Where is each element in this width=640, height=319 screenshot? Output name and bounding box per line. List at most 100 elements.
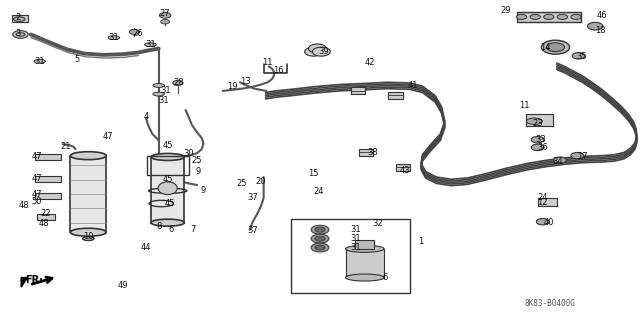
Text: 48: 48 [19, 201, 29, 210]
Text: 41: 41 [408, 81, 418, 90]
Circle shape [173, 80, 183, 85]
Bar [526, 114, 553, 126]
Text: 36: 36 [538, 143, 548, 152]
Text: 21: 21 [60, 142, 70, 151]
Ellipse shape [151, 219, 184, 226]
Circle shape [305, 47, 323, 56]
Ellipse shape [153, 92, 164, 96]
Text: 5: 5 [74, 55, 79, 63]
Bar [351, 87, 365, 94]
Text: 11: 11 [520, 101, 530, 110]
Text: 39: 39 [318, 47, 328, 56]
Circle shape [308, 44, 326, 53]
Bar [70, 156, 106, 232]
Bar [12, 15, 28, 22]
Text: 35: 35 [576, 52, 586, 61]
Text: 28: 28 [174, 78, 184, 87]
Text: 42: 42 [365, 58, 375, 67]
Circle shape [571, 152, 584, 159]
Text: 33: 33 [536, 135, 546, 144]
Text: 48: 48 [38, 219, 49, 228]
Text: 31: 31 [160, 86, 170, 95]
Text: 19: 19 [227, 82, 237, 91]
Circle shape [536, 219, 549, 225]
Text: 31: 31 [109, 33, 119, 42]
Text: 3: 3 [15, 29, 20, 38]
Polygon shape [21, 278, 28, 287]
Circle shape [588, 22, 603, 30]
Text: 12: 12 [538, 198, 548, 207]
Text: 8: 8 [156, 222, 161, 231]
Bar [291, 219, 410, 293]
Text: 45: 45 [163, 175, 173, 184]
Text: 30: 30 [184, 149, 194, 158]
Text: 6: 6 [383, 273, 388, 282]
Circle shape [311, 234, 329, 243]
Text: 17: 17 [577, 152, 588, 161]
Text: 40: 40 [544, 218, 554, 227]
Text: 9: 9 [196, 167, 201, 176]
Text: 1: 1 [419, 237, 424, 246]
Bar [35, 176, 61, 182]
Circle shape [129, 29, 140, 34]
Ellipse shape [346, 274, 384, 281]
Text: 18: 18 [595, 26, 605, 35]
Text: 15: 15 [308, 169, 319, 178]
Text: 31: 31 [145, 40, 156, 49]
Text: 24: 24 [538, 193, 548, 202]
Text: 31: 31 [158, 96, 168, 105]
Circle shape [530, 14, 540, 19]
Text: 4: 4 [143, 112, 148, 121]
Ellipse shape [70, 152, 106, 160]
Ellipse shape [346, 245, 384, 252]
Bar [35, 154, 61, 160]
Circle shape [159, 12, 171, 18]
Circle shape [557, 14, 568, 19]
Text: 34: 34 [553, 157, 563, 166]
Text: 47: 47 [32, 174, 42, 182]
Text: 20: 20 [256, 177, 266, 186]
Bar [37, 214, 55, 220]
Text: 31: 31 [350, 243, 360, 252]
Text: FR·: FR· [25, 275, 43, 285]
Text: 47: 47 [102, 132, 113, 141]
Circle shape [572, 53, 585, 59]
Text: 37: 37 [248, 193, 258, 202]
Text: 11: 11 [262, 58, 273, 67]
Text: 26: 26 [132, 29, 143, 38]
Circle shape [531, 137, 544, 143]
Text: 25: 25 [192, 156, 202, 165]
Circle shape [543, 14, 554, 19]
Text: 31: 31 [350, 234, 360, 243]
Circle shape [315, 245, 325, 250]
Text: 14: 14 [540, 43, 550, 52]
Text: 44: 44 [141, 243, 151, 252]
Bar [346, 249, 384, 278]
Ellipse shape [158, 182, 177, 195]
Bar [355, 240, 374, 249]
Text: 13: 13 [240, 77, 250, 86]
Ellipse shape [151, 153, 184, 160]
Circle shape [161, 19, 170, 24]
Text: 16: 16 [273, 66, 284, 75]
Text: 23: 23 [532, 119, 543, 128]
Text: 31: 31 [350, 225, 360, 234]
Bar [35, 193, 61, 199]
Ellipse shape [83, 237, 94, 241]
Circle shape [311, 243, 329, 252]
Ellipse shape [145, 43, 156, 47]
Ellipse shape [34, 59, 45, 63]
Ellipse shape [108, 36, 120, 40]
Text: 45: 45 [163, 141, 173, 150]
Bar [517, 12, 581, 22]
Bar [151, 157, 184, 223]
Text: 45: 45 [164, 199, 175, 208]
Text: 29: 29 [500, 6, 511, 15]
Ellipse shape [13, 17, 25, 21]
Circle shape [547, 43, 564, 52]
Text: 9: 9 [201, 186, 206, 195]
Text: 32: 32 [372, 219, 383, 228]
Text: 47: 47 [32, 152, 42, 161]
Ellipse shape [70, 228, 106, 236]
Ellipse shape [526, 118, 543, 124]
